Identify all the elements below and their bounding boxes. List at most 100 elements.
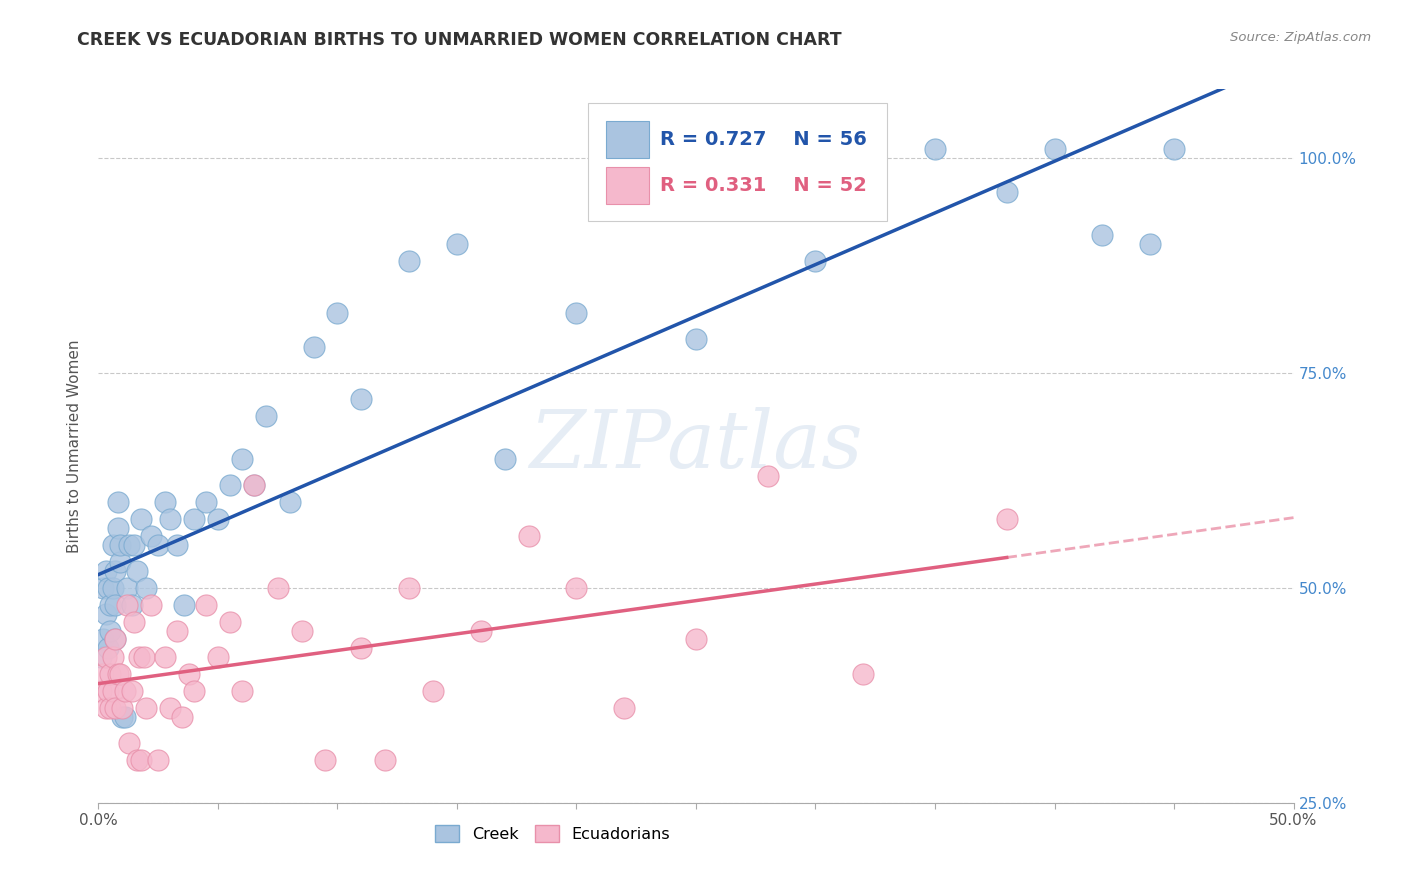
Point bbox=[107, 495, 129, 509]
Point bbox=[315, 753, 337, 767]
Point bbox=[231, 451, 253, 466]
Point bbox=[756, 469, 779, 483]
Point bbox=[350, 641, 373, 656]
FancyBboxPatch shape bbox=[606, 120, 650, 158]
Point bbox=[183, 684, 205, 698]
Point bbox=[108, 555, 131, 569]
Point bbox=[124, 615, 146, 630]
Point bbox=[148, 753, 170, 767]
Point bbox=[166, 538, 188, 552]
Point bbox=[243, 477, 266, 491]
Point bbox=[131, 753, 153, 767]
Point bbox=[139, 529, 162, 543]
Point bbox=[446, 236, 468, 251]
Text: ZIPatlas: ZIPatlas bbox=[529, 408, 863, 484]
Point bbox=[121, 598, 143, 612]
Point bbox=[1163, 142, 1185, 156]
Point bbox=[195, 598, 218, 612]
Point bbox=[114, 710, 136, 724]
Point bbox=[326, 306, 349, 320]
Y-axis label: Births to Unmarried Women: Births to Unmarried Women bbox=[67, 339, 83, 553]
Point bbox=[94, 607, 117, 621]
Point bbox=[94, 564, 117, 578]
Point bbox=[179, 666, 201, 681]
Point bbox=[267, 581, 290, 595]
Point bbox=[1043, 142, 1066, 156]
Point bbox=[124, 538, 146, 552]
Point bbox=[155, 495, 177, 509]
Point bbox=[166, 624, 188, 638]
Point bbox=[131, 512, 153, 526]
Point bbox=[1139, 236, 1161, 251]
Point bbox=[104, 632, 127, 647]
Point bbox=[1091, 228, 1114, 243]
Point bbox=[685, 332, 707, 346]
Point bbox=[207, 512, 229, 526]
Point bbox=[852, 666, 875, 681]
Point bbox=[139, 598, 162, 612]
Legend: Creek, Ecuadorians: Creek, Ecuadorians bbox=[429, 819, 676, 848]
Point bbox=[91, 632, 114, 647]
Point bbox=[243, 477, 266, 491]
Point bbox=[90, 649, 112, 664]
Point bbox=[125, 753, 148, 767]
Text: CREEK VS ECUADORIAN BIRTHS TO UNMARRIED WOMEN CORRELATION CHART: CREEK VS ECUADORIAN BIRTHS TO UNMARRIED … bbox=[77, 31, 842, 49]
Point bbox=[125, 564, 148, 578]
Point bbox=[98, 666, 122, 681]
Point bbox=[173, 598, 195, 612]
FancyBboxPatch shape bbox=[606, 167, 650, 204]
Point bbox=[101, 581, 124, 595]
Point bbox=[111, 710, 134, 724]
Point bbox=[155, 649, 177, 664]
Point bbox=[159, 701, 181, 715]
Point bbox=[470, 624, 492, 638]
Point bbox=[565, 306, 588, 320]
Point bbox=[207, 649, 229, 664]
Point bbox=[94, 701, 117, 715]
Point bbox=[104, 632, 127, 647]
Point bbox=[118, 736, 141, 750]
Point bbox=[115, 581, 138, 595]
Point bbox=[924, 142, 946, 156]
Point bbox=[398, 254, 420, 268]
Point bbox=[97, 581, 120, 595]
Point bbox=[121, 684, 143, 698]
Point bbox=[101, 684, 124, 698]
Point bbox=[111, 701, 134, 715]
Point bbox=[98, 598, 122, 612]
FancyBboxPatch shape bbox=[589, 103, 887, 221]
Point bbox=[135, 581, 157, 595]
Point bbox=[231, 684, 253, 698]
Point bbox=[90, 684, 112, 698]
Point bbox=[685, 632, 707, 647]
Point bbox=[104, 598, 127, 612]
Point bbox=[565, 581, 588, 595]
Point bbox=[114, 684, 136, 698]
Point bbox=[254, 409, 277, 423]
Point bbox=[195, 495, 218, 509]
Point bbox=[219, 477, 242, 491]
Point bbox=[107, 521, 129, 535]
Point bbox=[97, 684, 120, 698]
Point bbox=[494, 451, 516, 466]
Point bbox=[104, 564, 127, 578]
Point bbox=[108, 666, 131, 681]
Point bbox=[159, 512, 181, 526]
Point bbox=[107, 666, 129, 681]
Point bbox=[148, 538, 170, 552]
Point bbox=[118, 538, 141, 552]
Point bbox=[94, 649, 117, 664]
Point bbox=[350, 392, 373, 406]
Point bbox=[398, 581, 420, 595]
Point bbox=[278, 495, 301, 509]
Point bbox=[219, 615, 242, 630]
Point bbox=[135, 701, 157, 715]
Point bbox=[183, 512, 205, 526]
Point bbox=[613, 701, 636, 715]
Point bbox=[128, 649, 150, 664]
Point bbox=[995, 512, 1018, 526]
Point bbox=[804, 254, 827, 268]
Point bbox=[91, 666, 114, 681]
Point bbox=[91, 581, 114, 595]
Text: R = 0.331    N = 52: R = 0.331 N = 52 bbox=[661, 176, 868, 195]
